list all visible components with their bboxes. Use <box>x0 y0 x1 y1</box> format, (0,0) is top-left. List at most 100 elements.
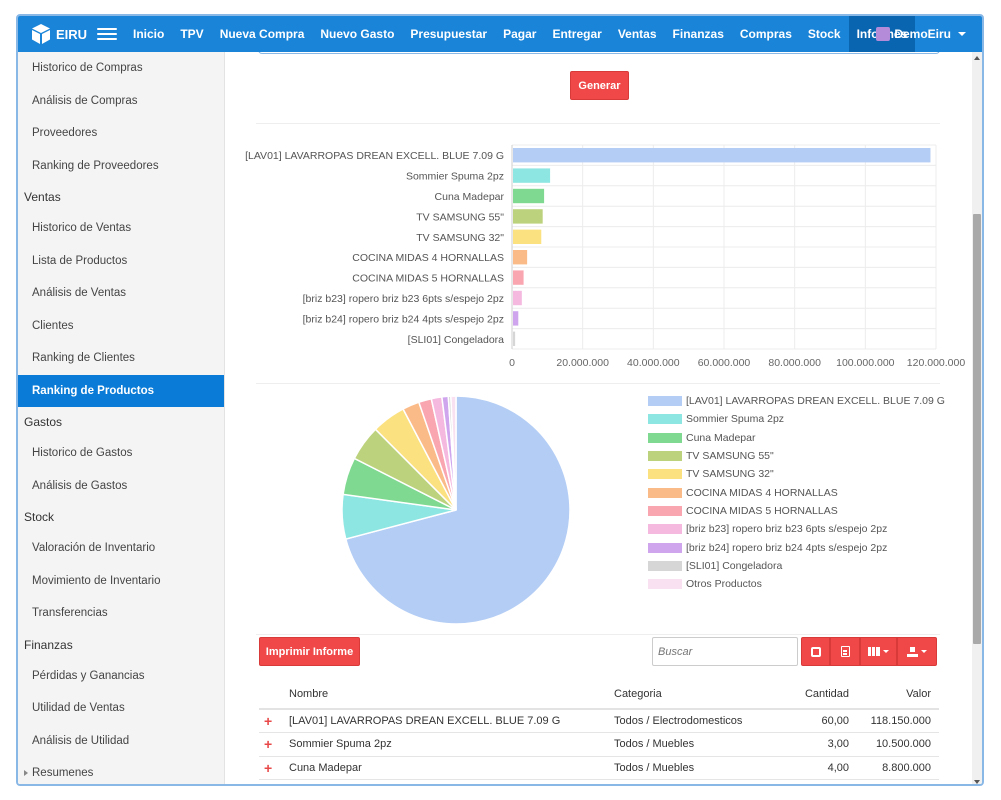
bar-cocina-midas-4-hornallas[interactable] <box>513 250 528 265</box>
search-input[interactable] <box>652 637 798 666</box>
user-menu[interactable]: DemoEiru <box>876 16 966 52</box>
bar-cocina-midas-5-hornallas[interactable] <box>513 270 524 285</box>
bar-briz-b24-ropero-briz-b24-4pts-s-espejo-2pz[interactable] <box>513 311 519 326</box>
sidebar-item-valoraci-n-de-inventario[interactable]: Valoración de Inventario <box>32 542 156 555</box>
legend-entry[interactable]: [briz b23] ropero briz b23 6pts s/espejo… <box>648 520 945 538</box>
bar-briz-b23-ropero-briz-b23-6pts-s-espejo-2pz[interactable] <box>513 290 522 306</box>
main-content: Generar 0 20.000.000 40.000.000 60.000.000 8… <box>226 52 972 784</box>
legend-entry[interactable]: [LAV01] LAVARROPAS DREAN EXCELL. BLUE 7.… <box>648 392 945 410</box>
legend-entry[interactable]: TV SAMSUNG 55" <box>648 447 945 465</box>
legend-entry[interactable]: Sommier Spuma 2pz <box>648 410 945 428</box>
legend-swatch <box>648 414 682 425</box>
divider <box>256 123 940 124</box>
sidebar-item-ranking-de-productos[interactable]: Ranking de Productos <box>18 374 224 407</box>
bar-tv-samsung-55[interactable] <box>513 209 543 224</box>
sidebar-item-historico-de-ventas[interactable]: Historico de Ventas <box>32 222 132 235</box>
print-report-button[interactable]: Imprimir Informe <box>259 637 360 666</box>
sidebar-item-an-lisis-de-ventas[interactable]: Análisis de Ventas <box>32 287 126 300</box>
filter-panel-edge <box>258 52 940 54</box>
cell-name: Sommier Spuma 2pz <box>289 738 392 751</box>
legend-entry[interactable]: [briz b24] ropero briz b24 4pts s/espejo… <box>648 538 945 556</box>
sidebar-item-ranking-de-proveedores[interactable]: Ranking de Proveedores <box>32 159 159 172</box>
table-row[interactable]: + [LAV01] LAVARROPAS DREAN EXCELL. BLUE 7… <box>259 710 939 734</box>
sidebar-item-utilidad-de-ventas[interactable]: Utilidad de Ventas <box>32 702 125 715</box>
brand-name: EIRU <box>56 26 88 42</box>
sidebar-item-historico-de-gastos[interactable]: Historico de Gastos <box>32 447 133 460</box>
sidebar-item-p-rdidas-y-ganancias[interactable]: Pérdidas y Ganancias <box>32 669 145 682</box>
legend-entry[interactable]: Cuna Madepar <box>648 429 945 447</box>
brand-logo[interactable]: EIRU <box>18 16 93 52</box>
sidebar-item-an-lisis-de-gastos[interactable]: Análisis de Gastos <box>32 479 128 492</box>
scroll-down-icon[interactable] <box>974 780 980 784</box>
nav-item-ventas[interactable]: Ventas <box>617 27 657 41</box>
bar-category-label: TV SAMSUNG 55" <box>416 211 504 223</box>
legend-label: Otros Productos <box>686 578 762 591</box>
bar-cuna-madepar[interactable] <box>513 188 545 204</box>
sidebar-item-proveedores[interactable]: Proveedores <box>32 127 98 140</box>
cell-category: Todos / Muebles <box>614 761 695 774</box>
nav-item-compras[interactable]: Compras <box>739 27 792 41</box>
bar-lav01-lavarropas-drean-excell-blue-7-09-g[interactable] <box>513 148 931 163</box>
nav-item-pagar[interactable]: Pagar <box>503 27 537 41</box>
legend-entry[interactable]: TV SAMSUNG 32" <box>648 465 945 483</box>
bar-sli01-congeladora[interactable] <box>513 331 516 346</box>
nav-item-inicio[interactable]: Inicio <box>133 27 165 41</box>
expand-icon[interactable]: + <box>264 736 273 753</box>
sidebar-item-historico-de-compras[interactable]: Historico de Compras <box>32 62 143 75</box>
export-button[interactable] <box>897 637 937 666</box>
scroll-up-icon[interactable] <box>974 56 980 60</box>
bar-sommier-spuma-2pz[interactable] <box>513 168 551 183</box>
refresh-button[interactable] <box>801 637 830 666</box>
legend-entry[interactable]: COCINA MIDAS 4 HORNALLAS <box>648 483 945 501</box>
app-window: EIRU Inicio TPV Nueva Compra Nuevo Gasto Pre… <box>16 14 984 786</box>
download-icon <box>907 646 918 657</box>
divider <box>256 634 940 635</box>
pie-slice-otros-productos[interactable] <box>450 395 457 511</box>
sidebar-item-an-lisis-de-utilidad[interactable]: Análisis de Utilidad <box>32 734 130 747</box>
generate-button[interactable]: Generar <box>570 71 629 100</box>
table-header: Nombre Categoria Cantidad Valor <box>259 680 939 710</box>
bar-tv-samsung-32[interactable] <box>513 229 542 244</box>
cell-value: 8.800.000 <box>882 761 931 774</box>
nav-item-nueva-compra[interactable]: Nueva Compra <box>219 27 305 41</box>
sidebar-item-an-lisis-de-compras[interactable]: Análisis de Compras <box>32 94 138 107</box>
nav-item-presupuestar[interactable]: Presupuestar <box>410 27 488 41</box>
sidebar-section-stock: Stock <box>24 510 55 524</box>
sidebar-item-ranking-de-clientes[interactable]: Ranking de Clientes <box>32 352 135 365</box>
sidebar-item-clientes[interactable]: Clientes <box>32 319 74 332</box>
sidebar-section-finanzas: Finanzas <box>24 637 73 652</box>
bar-category-label: [SLI01] Congeladora <box>408 334 504 346</box>
sidebar-group-resumenes[interactable]: Resumenes <box>18 757 224 784</box>
menu-toggle-icon[interactable] <box>97 28 117 40</box>
sidebar-item-lista-de-productos[interactable]: Lista de Productos <box>32 254 128 267</box>
column-quantity[interactable]: Cantidad <box>804 688 849 700</box>
toggle-view-button[interactable] <box>830 637 860 666</box>
nav-item-entregar[interactable]: Entregar <box>552 27 602 41</box>
columns-button[interactable] <box>860 637 897 666</box>
page-scrollbar[interactable] <box>972 52 982 784</box>
table-row[interactable]: + Cuna Madepar Todos / Muebles 4,00 8.800.00… <box>259 757 939 780</box>
column-category[interactable]: Categoria <box>614 688 662 700</box>
column-value[interactable]: Valor <box>906 688 931 700</box>
pie-slice-lav01-lavarropas-drean-excell-blue-7-09-g[interactable] <box>344 395 571 625</box>
nav-item-nuevo-gasto[interactable]: Nuevo Gasto <box>320 27 395 41</box>
top-navbar: EIRU Inicio TPV Nueva Compra Nuevo Gasto Pre… <box>18 16 982 52</box>
table-toolbar <box>801 637 937 666</box>
cell-category: Todos / Muebles <box>614 738 695 751</box>
table-row[interactable]: + Sommier Spuma 2pz Todos / Muebles 3,00 10.… <box>259 733 939 757</box>
nav-item-finanzas[interactable]: Finanzas <box>672 27 724 41</box>
legend-entry[interactable]: Otros Productos <box>648 575 945 593</box>
cube-icon <box>32 24 50 44</box>
scroll-thumb[interactable] <box>973 214 981 644</box>
expand-icon[interactable]: + <box>264 713 273 730</box>
user-name: DemoEiru <box>894 27 951 41</box>
column-name[interactable]: Nombre <box>289 688 329 700</box>
nav-item-tpv[interactable]: TPV <box>180 27 204 41</box>
legend-entry[interactable]: COCINA MIDAS 5 HORNALLAS <box>648 502 945 520</box>
sidebar-item-movimiento-de-inventario[interactable]: Movimiento de Inventario <box>32 574 161 587</box>
sidebar-item-transferencias[interactable]: Transferencias <box>32 607 108 620</box>
nav-menu: Inicio TPV Nueva Compra Nuevo Gasto Presupue… <box>125 16 916 52</box>
nav-item-stock[interactable]: Stock <box>807 27 841 41</box>
expand-icon[interactable]: + <box>264 759 273 776</box>
legend-entry[interactable]: [SLI01] Congeladora <box>648 557 945 575</box>
